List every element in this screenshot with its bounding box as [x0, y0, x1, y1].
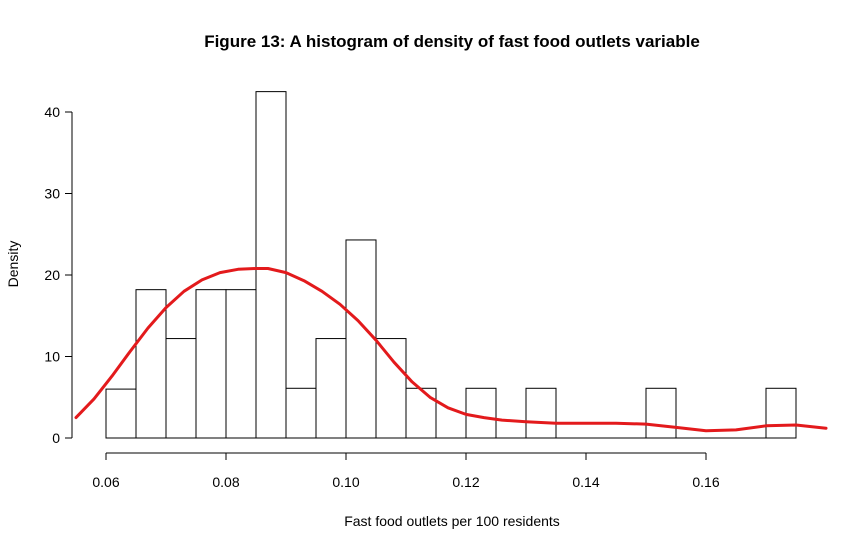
y-tick-label: 10 — [44, 349, 60, 365]
histogram-bar — [525, 387, 557, 439]
y-axis-label: Density — [5, 241, 21, 288]
x-tick-label: 0.08 — [212, 474, 239, 490]
x-tick-label: 0.12 — [452, 474, 479, 490]
chart-title: Figure 13: A histogram of density of fas… — [204, 32, 700, 51]
y-tick-label: 20 — [44, 267, 60, 283]
histogram-bar — [195, 289, 227, 439]
histogram-bar — [285, 387, 317, 439]
x-tick-label: 0.10 — [332, 474, 359, 490]
x-axis-label: Fast food outlets per 100 residents — [344, 513, 560, 529]
histogram-bar — [105, 388, 137, 439]
histogram-bar — [465, 387, 497, 439]
x-tick-label: 0.06 — [92, 474, 119, 490]
histogram-bar — [315, 338, 347, 439]
histogram-bar — [165, 338, 197, 439]
y-axis: 0 10 20 30 40 — [44, 104, 73, 446]
histogram-bar — [255, 91, 287, 439]
histogram-bar — [375, 338, 407, 439]
x-tick-label: 0.16 — [692, 474, 719, 490]
histogram-bar — [225, 289, 257, 439]
density-curve — [74, 267, 828, 433]
histogram-bars — [105, 91, 797, 439]
x-axis: 0.06 0.08 0.10 0.12 0.14 0.16 — [92, 452, 720, 490]
y-tick-label: 30 — [44, 186, 60, 202]
histogram-bar — [765, 387, 797, 439]
x-tick-label: 0.14 — [572, 474, 599, 490]
y-tick-label: 0 — [52, 430, 60, 446]
histogram-bar — [345, 239, 377, 439]
histogram-bar — [645, 387, 677, 439]
y-tick-label: 40 — [44, 104, 60, 120]
histogram-bar — [405, 387, 437, 439]
